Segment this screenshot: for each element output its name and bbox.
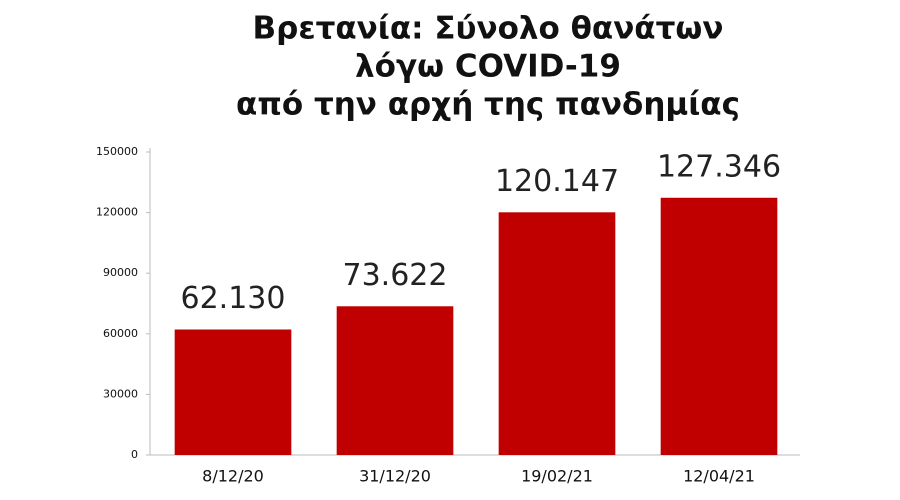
value-label: 127.346 <box>657 149 781 184</box>
x-tick-label: 8/12/20 <box>202 467 264 486</box>
bar <box>174 329 292 455</box>
x-tick-label: 12/04/21 <box>683 467 755 486</box>
chart-title: λόγω COVID-19 <box>355 49 621 85</box>
x-tick-label: 19/02/21 <box>521 467 593 486</box>
y-tick-label: 0 <box>131 448 138 461</box>
y-tick-label: 90000 <box>103 266 138 279</box>
bar <box>660 197 778 455</box>
chart-title: Βρετανία: Σύνολο θανάτων <box>253 11 724 47</box>
bar <box>336 306 454 455</box>
value-label: 73.622 <box>343 258 448 293</box>
value-label: 62.130 <box>181 281 286 316</box>
chart-title: από την αρχή της πανδημίας <box>236 87 740 123</box>
y-tick-label: 30000 <box>103 387 138 400</box>
bar <box>498 212 616 455</box>
x-tick-label: 31/12/20 <box>359 467 431 486</box>
y-tick-label: 120000 <box>96 206 138 219</box>
value-label: 120.147 <box>495 164 619 199</box>
y-tick-label: 150000 <box>96 145 138 158</box>
y-tick-label: 60000 <box>103 327 138 340</box>
